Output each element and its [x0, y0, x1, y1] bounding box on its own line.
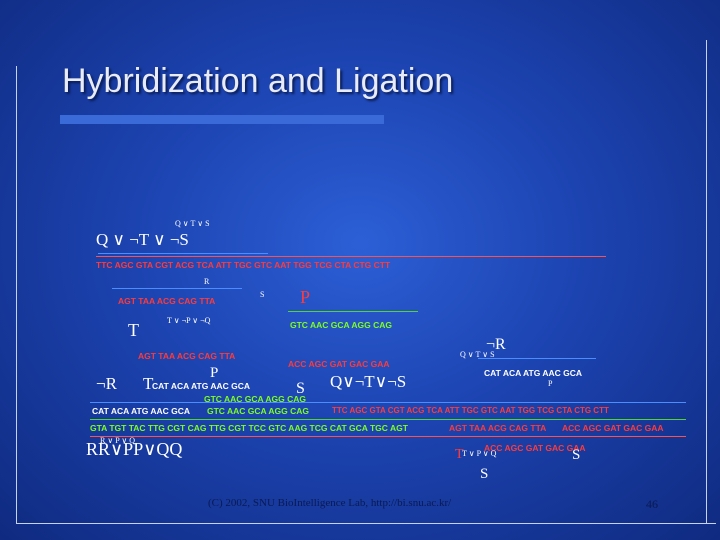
dna-sequence: CAT ACA ATG AAC GCA	[152, 381, 251, 391]
strand-line	[98, 253, 268, 254]
dna-sequence: GTC AAC GCA AGG CAG	[204, 394, 306, 404]
strand-line	[90, 436, 686, 437]
dna-sequence: AGT TAA ACG CAG TTA	[138, 351, 236, 361]
s-label: S	[572, 447, 581, 463]
s-label: S	[480, 466, 489, 482]
strand-line	[90, 402, 686, 403]
strand-line	[96, 256, 606, 257]
footer-copyright: (C) 2002, SNU BioIntelligence Lab, http:…	[208, 497, 452, 509]
small-clause-label: Q ∨ T ∨ S	[175, 219, 210, 228]
not-r-label: ¬R	[96, 374, 117, 393]
small-clause-label: T ∨ P ∨ Q	[462, 449, 497, 458]
strand-line	[112, 288, 242, 289]
clause-r-p-q: RR∨PP∨QQ	[86, 439, 183, 459]
slide-title: Hybridization and Ligation	[62, 62, 454, 100]
small-label: R	[204, 277, 210, 286]
dna-sequence: AGT TAA ACG CAG TTA	[449, 423, 547, 433]
dna-sequence: CAT ACA ATG AAC GCA	[484, 368, 583, 378]
s-label: S	[296, 380, 305, 397]
t-label: T	[128, 320, 139, 340]
p-label: P	[210, 365, 219, 381]
dna-sequence: GTC AAC GCA AGG CAG	[290, 320, 392, 330]
p-label: P	[300, 287, 311, 307]
dna-sequence: ACC AGC GAT GAC GAA	[288, 359, 390, 369]
frame-left-line	[16, 66, 17, 524]
strand-line	[478, 358, 596, 359]
dna-sequence: TTC AGC GTA CGT ACG TCA ATT TGC GTC AAT …	[332, 406, 609, 415]
small-label: P	[548, 379, 553, 388]
title-underline-bar	[60, 115, 384, 124]
dna-sequence: GTA TGT TAC TTG CGT CAG TTG CGT TCC GTC …	[90, 423, 408, 433]
dna-sequence: GTC AAC GCA AGG CAG	[207, 406, 309, 416]
frame-right-line	[706, 40, 707, 524]
small-clause-label: Q ∨ T ∨ S	[460, 350, 495, 359]
dna-sequence: TTC AGC GTA CGT ACG TCA ATT TGC GTC AAT …	[96, 260, 391, 270]
clause-q-not-t-not-s: Q ∨ ¬T ∨ ¬S	[96, 230, 189, 249]
dna-sequence: AGT TAA ACG CAG TTA	[118, 296, 216, 306]
dna-sequence: CAT ACA ATG AAC GCA	[92, 406, 191, 416]
small-clause-label: T ∨ ¬P ∨ ¬Q	[167, 316, 211, 325]
not-r-label: ¬R	[486, 336, 506, 353]
t-label: T	[455, 447, 464, 462]
small-label: S	[260, 290, 265, 299]
dna-sequence: ACC AGC GAT GAC GAA	[484, 443, 586, 453]
dna-sequence: ACC AGC GAT GAC GAA	[562, 423, 664, 433]
clause-q-not-t-not-s: Q∨¬T∨¬S	[330, 372, 407, 391]
t-label: T	[143, 374, 154, 393]
small-clause-label: R ∨ P ∨ Q	[100, 436, 135, 445]
frame-bottom-line	[16, 523, 716, 524]
page-number: 46	[646, 497, 658, 511]
strand-line	[90, 419, 686, 420]
strand-line	[288, 311, 418, 312]
